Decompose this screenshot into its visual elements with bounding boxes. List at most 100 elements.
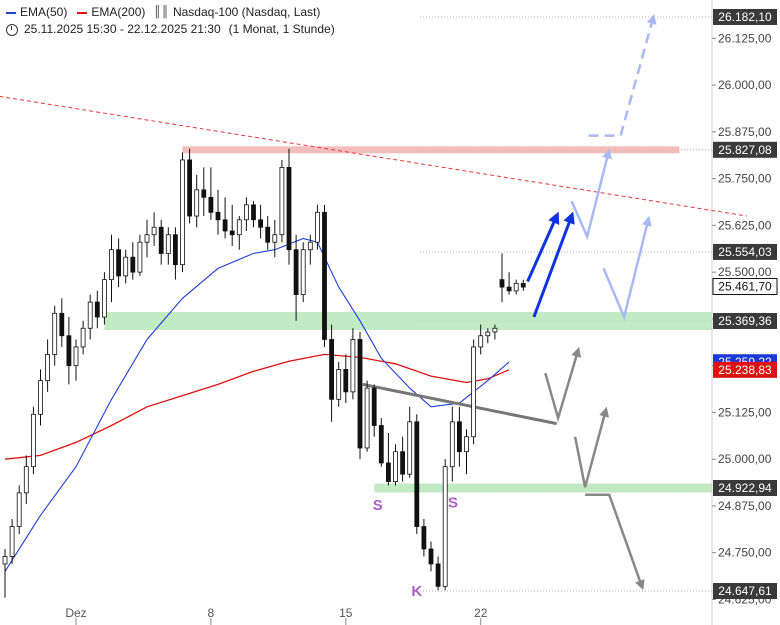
candle-body (499, 279, 505, 288)
candle-body (165, 234, 171, 254)
candle-body (520, 282, 526, 288)
y-tick-label: 25.625,00 (718, 218, 772, 232)
candle-body (144, 234, 150, 243)
candle-body (187, 159, 193, 217)
candle-body (286, 167, 292, 251)
candle-body (357, 339, 363, 449)
candle-body (393, 451, 398, 483)
price-tag-box (713, 480, 777, 497)
candles-layer (2, 148, 526, 598)
price-tag-label: 25.238,83 (718, 363, 772, 377)
instrument-label[interactable]: Nasdaq-100 (Nasdaq, Last) (172, 5, 321, 19)
annotation-layer: S S K (373, 494, 458, 600)
y-tick-label: 26.125,00 (718, 31, 772, 45)
price-tag-box (713, 141, 777, 158)
indicator-layer (0, 95, 748, 572)
candle-body (322, 211, 327, 340)
pattern-label-s: S (373, 497, 383, 514)
candle-body (435, 563, 441, 587)
pattern-label-k: K (411, 583, 422, 600)
candle-body (414, 421, 420, 527)
candle-body (123, 256, 129, 277)
candle-body (485, 331, 491, 337)
candle-body (215, 211, 221, 221)
y-tick-label: 26.000,00 (718, 78, 772, 92)
candle-body (236, 219, 242, 236)
candle-body (449, 421, 455, 468)
price-tag-box (713, 313, 777, 330)
price-axis: 26.125,00 26.000,00 25.875,00 25.750,00 25.6… (65, 9, 778, 625)
y-tick-label: 24.750,00 (718, 546, 772, 560)
candle-body (229, 230, 235, 236)
candle-body (23, 466, 29, 494)
neckline (362, 382, 557, 426)
candle-body (243, 204, 249, 221)
scenario-arrow-grey-up-2 (573, 406, 609, 488)
y-tick-label: 25.750,00 (718, 172, 772, 186)
price-tag-label: 24.647,61 (718, 584, 772, 598)
candle-body (52, 312, 58, 355)
candle-body (407, 421, 413, 475)
price-tag-label: 25.554,03 (718, 245, 772, 259)
candle-body (30, 413, 36, 468)
y-tick-label: 25.125,00 (718, 405, 772, 419)
candle-body (180, 159, 185, 266)
candle-body (279, 167, 285, 236)
candle-body (478, 335, 484, 348)
date-range: 25.11.2025 15:30 - 22.12.2025 21:30 (24, 22, 221, 36)
x-tick-label: Dez (65, 606, 86, 620)
price-tag-label: 25.369,36 (718, 314, 772, 328)
interval-label: (1 Monat, 1 Stunde) (228, 22, 335, 36)
resistance-trendline (0, 95, 748, 217)
ema50-label[interactable]: EMA(50) (20, 5, 68, 19)
candle-body (314, 211, 320, 243)
candle-body (16, 492, 22, 527)
scenario-arrows-layer (526, 13, 657, 591)
price-tag-box (713, 9, 777, 25)
price-tag-label: 24.922,94 (718, 481, 772, 495)
candle-body (208, 196, 214, 213)
x-tick-label: 15 (339, 606, 353, 620)
scenario-arrow-blue-up-1 (526, 211, 560, 283)
candle-body (38, 380, 43, 415)
candle-body (265, 226, 271, 243)
ema50-swatch (6, 11, 16, 14)
y-tick-label: 25.500,00 (718, 265, 772, 279)
candle-body (66, 335, 72, 367)
legend-row-range: 25.11.2025 15:30 - 22.12.2025 21:30 (1 M… (6, 21, 335, 38)
candle-body (73, 346, 79, 367)
candle-body (293, 249, 299, 295)
zone-resistance (182, 146, 680, 154)
price-tag-box (713, 361, 777, 378)
candle-body (158, 226, 164, 254)
clock-icon (6, 23, 18, 36)
price-tag-box (713, 243, 777, 260)
ema50-line (4, 237, 510, 572)
zone-support-upper (104, 312, 712, 331)
candle-body (371, 387, 377, 426)
candle-body (109, 249, 114, 281)
candle-body (45, 354, 50, 382)
scenario-arrow-blue-up-2 (532, 211, 575, 318)
candle-body (336, 369, 342, 400)
candle-body (116, 249, 121, 277)
candle-body (300, 249, 306, 295)
ema200-label[interactable]: EMA(200) (91, 5, 146, 19)
x-tick-label: 8 (208, 606, 215, 620)
candle-body (272, 234, 278, 243)
x-tick-label: 22 (474, 606, 488, 620)
candle-body (87, 301, 93, 329)
candle-body (194, 189, 200, 217)
y-tick-label: 25.875,00 (718, 125, 772, 139)
candle-body (251, 204, 256, 221)
candle-body (201, 189, 207, 198)
legend-row-indicators: EMA(50) EMA(200) ║║ Nasdaq-100 (Nasdaq, … (6, 4, 335, 21)
candle-body (130, 256, 136, 273)
scenario-arrow-grey-up-1 (544, 346, 582, 423)
candle-body (464, 436, 469, 453)
candle-body (102, 279, 107, 318)
price-tag-label: 25.461,70 (718, 279, 772, 293)
candles-icon: ║║ (153, 6, 169, 18)
candle-body (172, 234, 178, 266)
